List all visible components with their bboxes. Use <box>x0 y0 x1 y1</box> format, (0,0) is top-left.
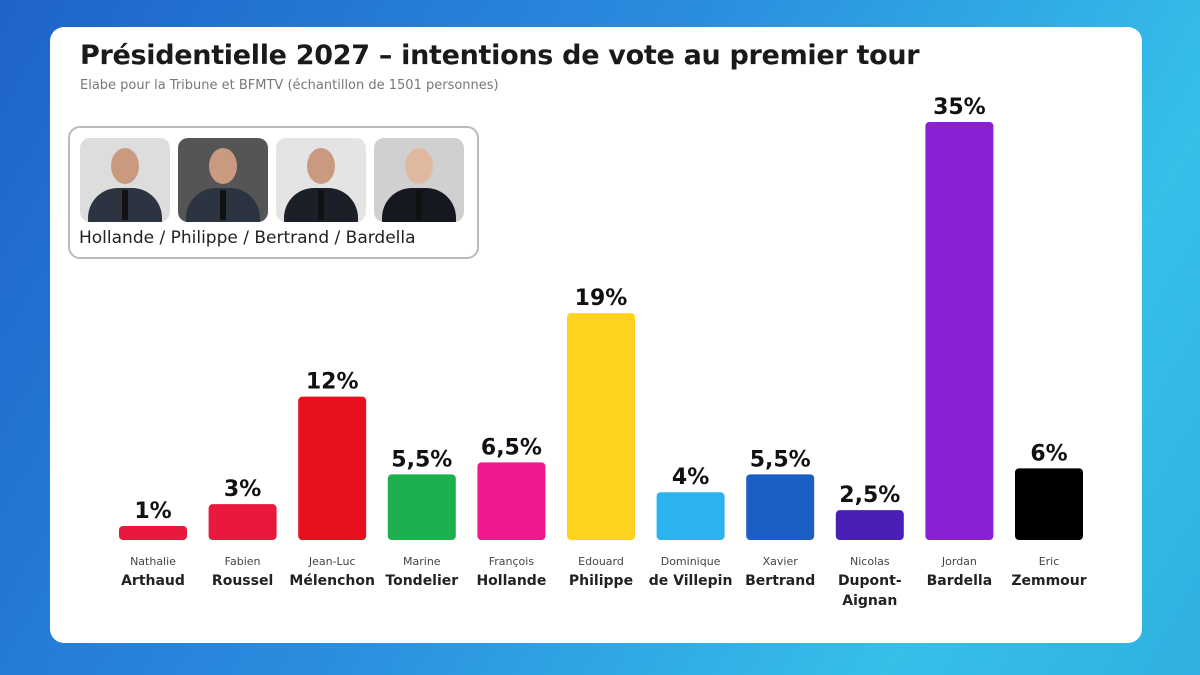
value-label: 5,5% <box>750 447 811 472</box>
value-label: 4% <box>672 465 709 490</box>
candidate-first-name: Eric <box>1038 555 1060 568</box>
value-label: 3% <box>224 477 261 502</box>
value-label: 6,5% <box>481 435 542 460</box>
candidate-last-name: Tondelier <box>385 573 459 589</box>
portrait-photo-bertrand <box>276 138 366 222</box>
candidate-last-name: Dupont-Aignan <box>837 573 902 609</box>
candidate-last-name: Arthaud <box>121 573 185 589</box>
candidate-first-name: Xavier <box>762 555 798 568</box>
candidate-first-name: Jordan <box>941 555 977 568</box>
candidate-last-name: Hollande <box>476 573 547 589</box>
hypothesis-panel: Hollande / Philippe / Bertrand / Bardell… <box>68 126 479 259</box>
candidate-last-name: Bardella <box>926 573 993 589</box>
value-label: 1% <box>134 499 171 524</box>
candidate-last-name: Bertrand <box>745 573 816 589</box>
value-label: 19% <box>575 286 628 311</box>
candidate-last-name: Zemmour <box>1011 573 1087 589</box>
candidate-first-name: Nathalie <box>130 555 176 568</box>
bar <box>298 396 367 540</box>
bar <box>119 526 187 540</box>
bar <box>925 122 994 540</box>
value-label: 2,5% <box>839 483 900 508</box>
bar <box>387 474 456 540</box>
candidate-last-name: de Villepin <box>648 573 733 589</box>
candidate-first-name: Edouard <box>578 555 624 568</box>
portrait-photo-philippe <box>178 138 268 222</box>
candidate-last-name: Roussel <box>211 573 274 589</box>
hypothesis-label: Hollande / Philippe / Bertrand / Bardell… <box>79 228 416 248</box>
candidate-first-name: Nicolas <box>850 555 890 568</box>
candidate-last-name: Philippe <box>568 573 634 589</box>
candidate-first-name: Marine <box>403 555 441 568</box>
value-label: 5,5% <box>391 447 452 472</box>
bar <box>567 313 635 540</box>
bar <box>208 504 277 540</box>
candidate-first-name: Jean-Luc <box>308 555 356 568</box>
candidate-first-name: Dominique <box>660 555 721 568</box>
candidate-first-name: François <box>488 555 535 568</box>
candidate-first-name: Fabien <box>224 555 261 568</box>
bar <box>746 474 815 540</box>
value-label: 6% <box>1030 441 1067 466</box>
bar <box>835 510 904 540</box>
portrait-photo-hollande <box>80 138 170 222</box>
bar <box>477 462 546 540</box>
value-label: 35% <box>933 95 986 120</box>
value-label: 12% <box>306 370 359 395</box>
chart-subtitle: Elabe pour la Tribune et BFMTV (échantil… <box>80 78 499 93</box>
candidate-last-name: Mélenchon <box>289 573 375 589</box>
bar <box>656 492 725 540</box>
portrait-photo-bardella <box>374 138 464 222</box>
chart-title: Présidentielle 2027 – intentions de vote… <box>80 40 920 71</box>
bar <box>1015 468 1083 540</box>
